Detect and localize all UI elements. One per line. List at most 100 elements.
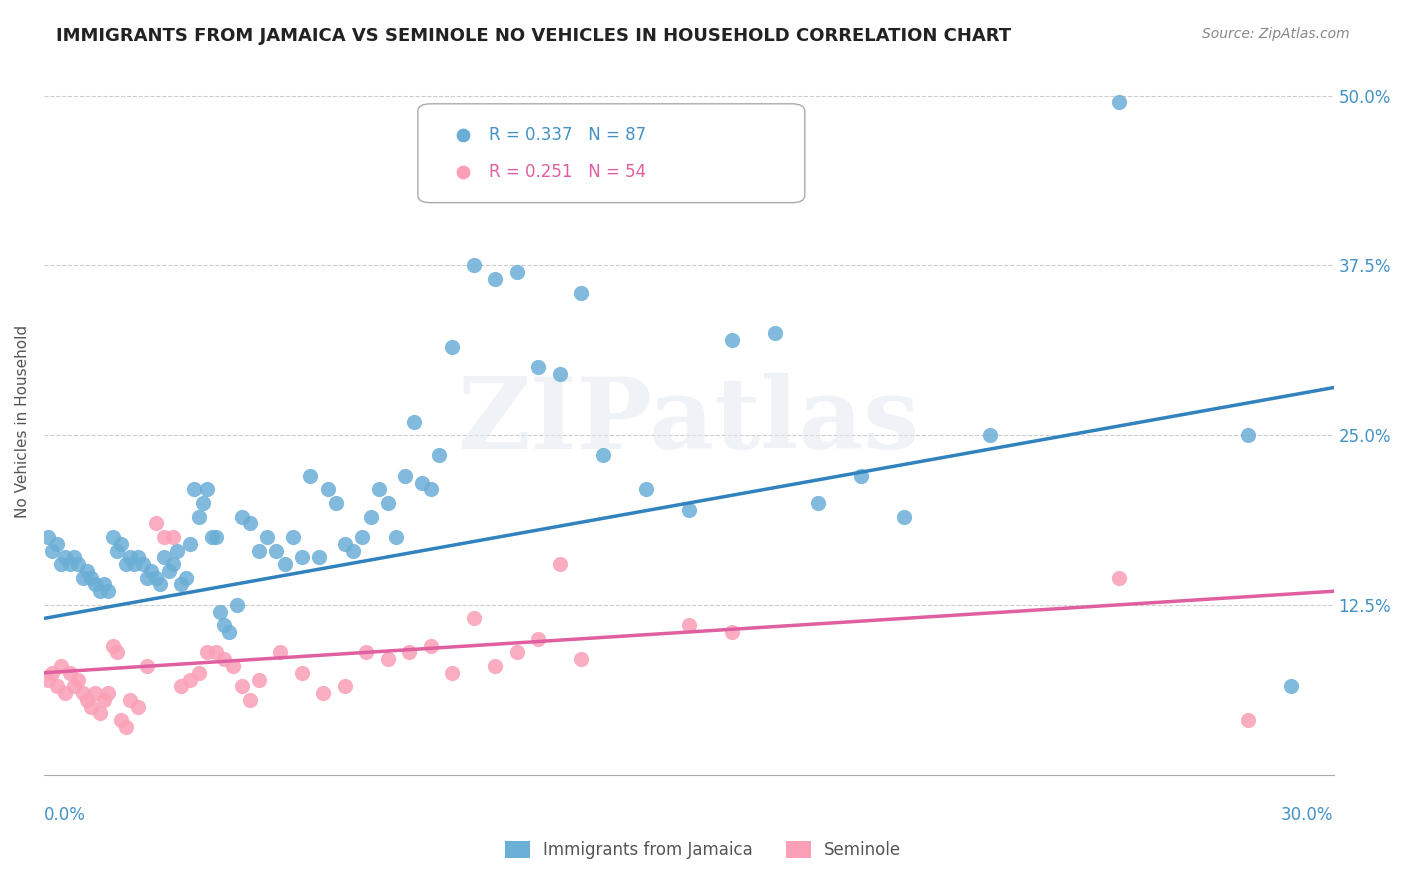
Point: [226, 598, 249, 612]
Point: [291, 550, 314, 565]
Legend: Immigrants from Jamaica, Seminole: Immigrants from Jamaica, Seminole: [498, 834, 908, 866]
Point: [101, 639, 124, 653]
Point: [419, 639, 441, 653]
Point: [720, 625, 742, 640]
Point: [59, 665, 82, 680]
Point: [333, 537, 356, 551]
Point: [166, 543, 188, 558]
Point: [183, 483, 205, 497]
Point: [162, 530, 184, 544]
Point: [569, 652, 592, 666]
Point: [325, 496, 347, 510]
Point: [316, 483, 339, 497]
FancyBboxPatch shape: [418, 103, 804, 202]
Point: [89, 584, 111, 599]
Point: [377, 652, 399, 666]
Point: [153, 550, 176, 565]
Point: [122, 557, 145, 571]
Point: [1236, 713, 1258, 727]
Point: [269, 645, 291, 659]
Point: [179, 673, 201, 687]
Point: [63, 550, 86, 565]
Point: [463, 611, 485, 625]
Point: [127, 699, 149, 714]
Point: [506, 645, 529, 659]
Point: [214, 652, 236, 666]
Point: [110, 537, 132, 551]
Text: 30.0%: 30.0%: [1281, 806, 1333, 824]
Point: [153, 530, 176, 544]
Point: [506, 265, 529, 279]
Point: [132, 557, 155, 571]
Point: [222, 659, 245, 673]
Point: [312, 686, 335, 700]
Point: [59, 557, 82, 571]
Point: [93, 577, 115, 591]
Point: [427, 449, 450, 463]
Point: [45, 679, 67, 693]
Point: [356, 645, 378, 659]
Point: [231, 509, 253, 524]
Point: [634, 483, 657, 497]
Point: [101, 530, 124, 544]
Point: [308, 550, 330, 565]
Point: [205, 645, 228, 659]
Point: [247, 673, 270, 687]
Point: [214, 618, 236, 632]
Point: [105, 543, 128, 558]
Point: [84, 577, 107, 591]
Point: [72, 571, 94, 585]
Point: [136, 659, 159, 673]
Point: [1236, 428, 1258, 442]
Point: [63, 679, 86, 693]
Point: [218, 625, 240, 640]
Point: [441, 340, 464, 354]
Point: [97, 584, 120, 599]
Point: [187, 509, 209, 524]
Text: Source: ZipAtlas.com: Source: ZipAtlas.com: [1202, 27, 1350, 41]
Point: [49, 557, 72, 571]
Point: [80, 571, 103, 585]
Point: [170, 577, 193, 591]
Point: [170, 679, 193, 693]
Point: [55, 686, 77, 700]
Point: [273, 557, 295, 571]
Point: [678, 618, 700, 632]
Point: [283, 530, 305, 544]
Point: [136, 571, 159, 585]
Point: [360, 509, 382, 524]
Point: [763, 326, 786, 341]
Point: [377, 496, 399, 510]
Point: [849, 468, 872, 483]
Point: [385, 530, 408, 544]
Point: [264, 543, 287, 558]
Point: [368, 483, 391, 497]
Point: [145, 571, 167, 585]
Point: [239, 516, 262, 531]
Point: [76, 693, 98, 707]
Point: [419, 483, 441, 497]
Point: [350, 530, 373, 544]
Y-axis label: No Vehicles in Household: No Vehicles in Household: [15, 325, 30, 518]
Text: IMMIGRANTS FROM JAMAICA VS SEMINOLE NO VEHICLES IN HOUSEHOLD CORRELATION CHART: IMMIGRANTS FROM JAMAICA VS SEMINOLE NO V…: [56, 27, 1011, 45]
Point: [67, 557, 90, 571]
Point: [89, 706, 111, 721]
Point: [118, 550, 141, 565]
Point: [174, 571, 197, 585]
Point: [93, 693, 115, 707]
Point: [67, 673, 90, 687]
Point: [72, 686, 94, 700]
Point: [548, 557, 571, 571]
Point: [342, 543, 364, 558]
Point: [394, 468, 416, 483]
Point: [205, 530, 228, 544]
Point: [1108, 95, 1130, 110]
Point: [291, 665, 314, 680]
Point: [569, 285, 592, 300]
Point: [114, 720, 136, 734]
Point: [195, 645, 218, 659]
Text: 0.0%: 0.0%: [44, 806, 86, 824]
Point: [179, 537, 201, 551]
Point: [1108, 571, 1130, 585]
Point: [97, 686, 120, 700]
